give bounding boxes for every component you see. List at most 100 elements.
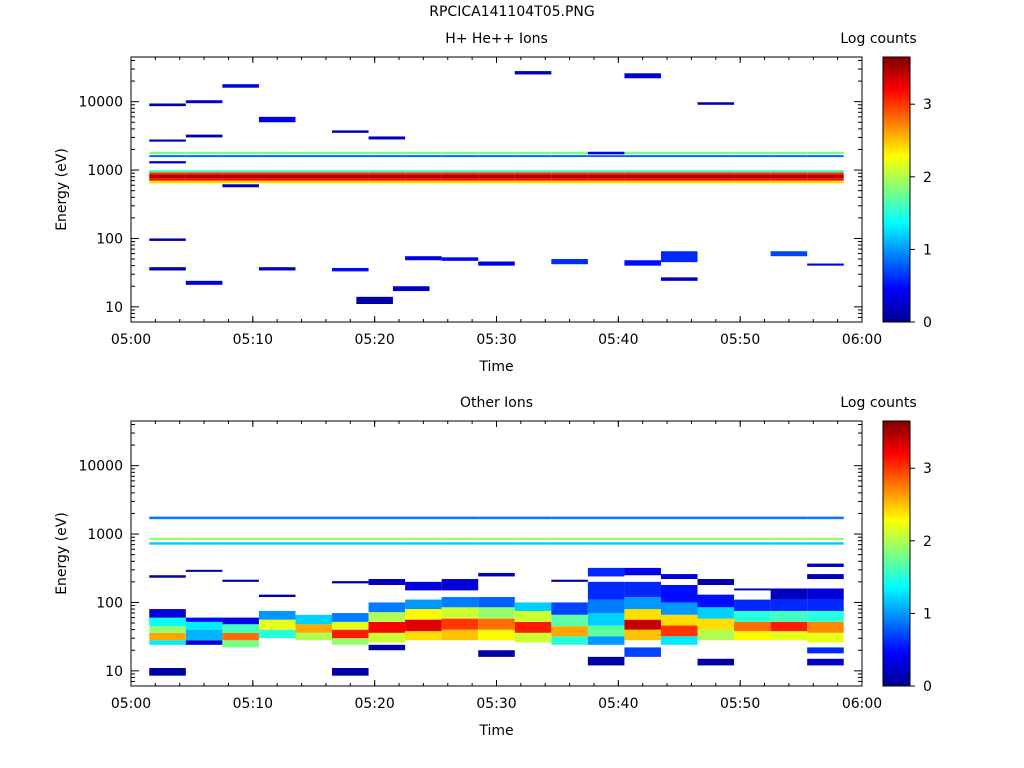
band-cell bbox=[770, 180, 808, 184]
x-axis-label: Time bbox=[478, 359, 513, 375]
band-cell bbox=[258, 151, 296, 155]
heatmap-cell bbox=[149, 632, 186, 641]
heatmap-cell bbox=[149, 640, 186, 645]
heatmap-cell bbox=[441, 597, 479, 608]
band-cell bbox=[770, 542, 808, 545]
heatmap-cell bbox=[697, 594, 735, 608]
colorbar-tick-label: 3 bbox=[923, 97, 932, 113]
heatmap-cell bbox=[149, 575, 186, 578]
heatmap-cell bbox=[478, 629, 515, 641]
band-cell bbox=[551, 180, 588, 184]
x-tick-label: 05:20 bbox=[354, 332, 394, 348]
heatmap-cell bbox=[734, 631, 771, 641]
heatmap-cell bbox=[734, 599, 771, 611]
heatmap-cell bbox=[478, 618, 515, 630]
y-axis-label: Energy (eV) bbox=[54, 512, 70, 595]
band-cell bbox=[734, 170, 771, 173]
colorbar-tick-label: 3 bbox=[923, 461, 932, 477]
colorbar-label: Log counts bbox=[840, 31, 916, 47]
band-cell bbox=[185, 151, 223, 155]
x-tick-label: 05:00 bbox=[111, 696, 151, 712]
heatmap-cell bbox=[478, 607, 515, 619]
heatmap-cell bbox=[405, 609, 442, 620]
heatmap-cell bbox=[551, 614, 588, 627]
colorbar bbox=[882, 56, 911, 323]
heatmap-cell bbox=[478, 572, 515, 577]
band-cell bbox=[185, 170, 223, 173]
band-cell bbox=[368, 170, 406, 173]
band-cell bbox=[551, 172, 588, 175]
heatmap-cell bbox=[332, 581, 369, 584]
band-cell bbox=[660, 180, 698, 184]
band-cell bbox=[441, 537, 479, 540]
y-tick-label: 10 bbox=[105, 664, 123, 680]
heatmap-cell bbox=[392, 286, 430, 292]
x-tick-label: 05:50 bbox=[720, 332, 760, 348]
band-cell bbox=[514, 537, 552, 540]
band-cell bbox=[624, 537, 661, 540]
heatmap-cell bbox=[478, 597, 515, 608]
heatmap-cell bbox=[770, 610, 808, 622]
band-cell bbox=[807, 174, 844, 179]
heatmap-cell bbox=[514, 602, 552, 611]
band-cell bbox=[807, 178, 844, 181]
heatmap-cell bbox=[587, 581, 625, 600]
band-cell bbox=[697, 178, 735, 181]
heatmap-cell bbox=[587, 599, 625, 614]
band-cell bbox=[185, 180, 223, 184]
band-cell bbox=[149, 172, 186, 175]
band-cell bbox=[441, 178, 479, 181]
heatmap-cell bbox=[441, 607, 479, 619]
band-cell bbox=[332, 180, 369, 184]
band-cell bbox=[624, 174, 661, 179]
band-cell bbox=[441, 151, 479, 155]
heatmap-cell bbox=[514, 610, 552, 622]
heatmap-cell bbox=[405, 619, 442, 632]
band-cell bbox=[624, 151, 661, 155]
band-cell bbox=[295, 516, 333, 520]
band-cell bbox=[185, 155, 223, 158]
band-cell bbox=[405, 178, 442, 181]
band-cell bbox=[770, 537, 808, 540]
heatmap-cell bbox=[185, 621, 223, 630]
band-cell bbox=[258, 542, 296, 545]
band-cell bbox=[660, 516, 698, 520]
heatmap-cell bbox=[441, 257, 479, 261]
band-cell bbox=[514, 542, 552, 545]
band-cell bbox=[149, 155, 186, 158]
band-cell bbox=[222, 174, 259, 179]
band-cell bbox=[149, 151, 186, 155]
band-cell bbox=[697, 516, 735, 520]
heatmap-cell bbox=[624, 567, 661, 576]
band-cell bbox=[368, 178, 406, 181]
band-cell bbox=[770, 151, 808, 155]
band-cell bbox=[295, 151, 333, 155]
heatmap-cell bbox=[807, 263, 844, 266]
heatmap-cell bbox=[697, 618, 735, 630]
band-cell bbox=[514, 178, 552, 181]
band-cell bbox=[332, 178, 369, 181]
heatmap-cells bbox=[149, 71, 844, 304]
band-cell bbox=[478, 172, 515, 175]
band-cell bbox=[514, 170, 552, 173]
panel-title: Other Ions bbox=[460, 395, 533, 411]
band-cell bbox=[770, 174, 808, 179]
band-cell bbox=[258, 174, 296, 179]
band-cell bbox=[734, 180, 771, 184]
band-cell bbox=[368, 172, 406, 175]
heatmap-cell bbox=[514, 632, 552, 643]
heatmap-cell bbox=[149, 161, 186, 164]
heatmap-cell bbox=[587, 625, 625, 637]
y-tick-label: 1000 bbox=[87, 163, 123, 179]
band-cell bbox=[222, 516, 259, 520]
band-cell bbox=[368, 542, 406, 545]
heatmap-cell bbox=[734, 621, 771, 632]
band-cell bbox=[222, 537, 259, 540]
x-tick-label: 06:00 bbox=[842, 332, 882, 348]
band-cell bbox=[405, 170, 442, 173]
colorbar-label: Log counts bbox=[840, 395, 916, 411]
heatmap-cell bbox=[295, 624, 333, 633]
band-cell bbox=[660, 542, 698, 545]
heatmap-cell bbox=[258, 594, 296, 598]
band-cell bbox=[368, 516, 406, 520]
